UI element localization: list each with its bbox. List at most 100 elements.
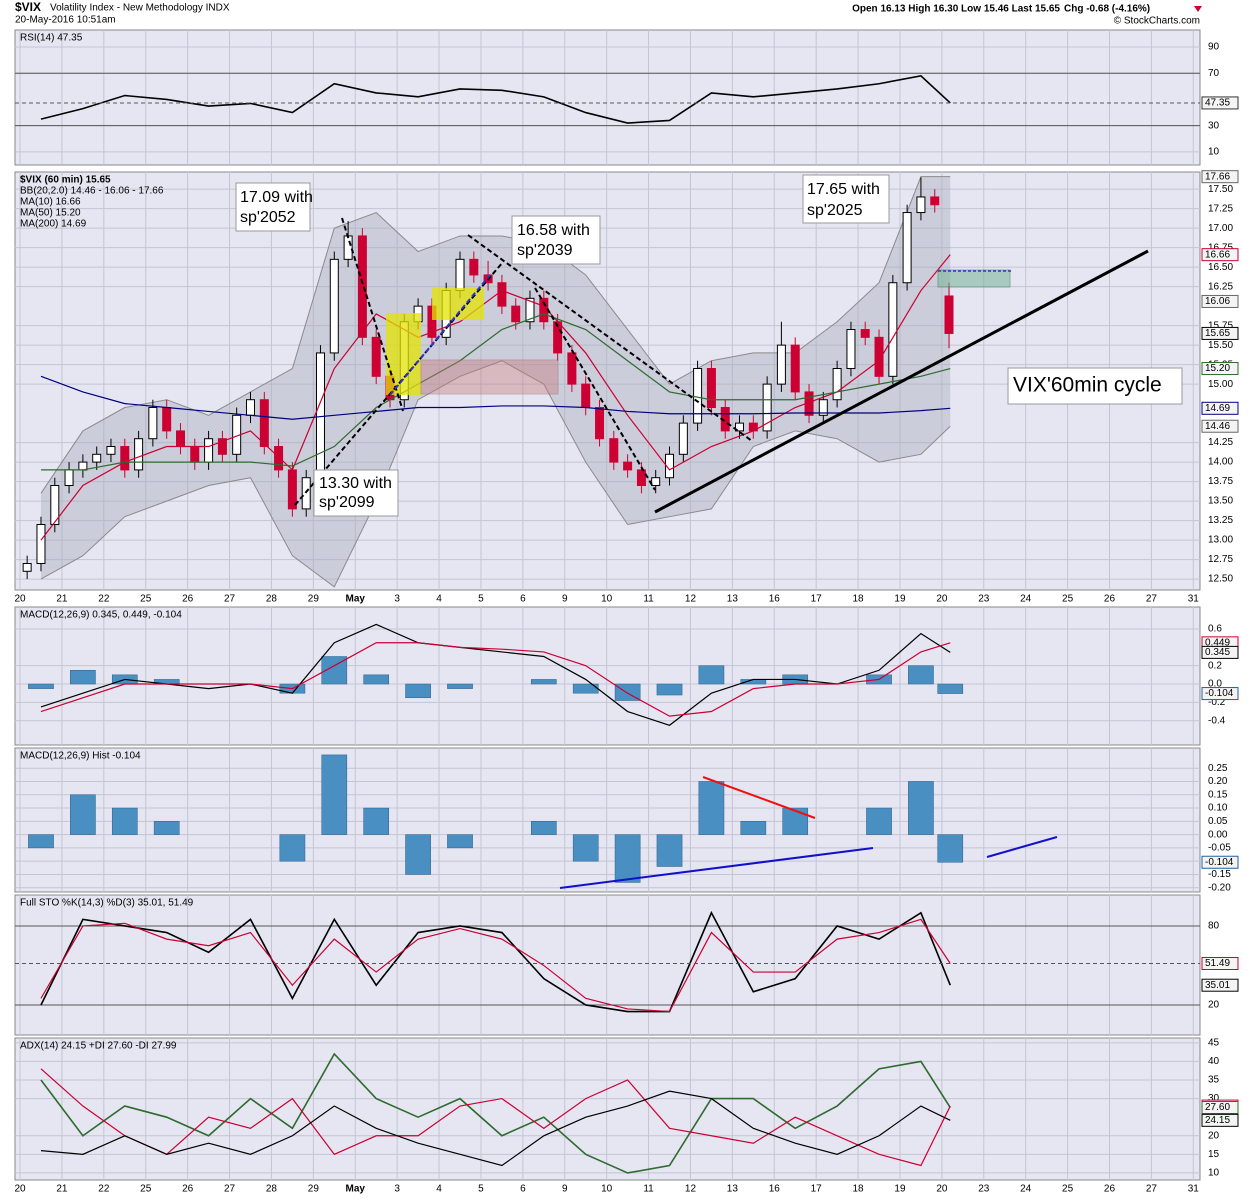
y-tick-label: 0.25 <box>1208 763 1228 774</box>
trend-line <box>654 249 1149 514</box>
histogram-bar <box>28 834 54 849</box>
y-tick-label: 16.50 <box>1208 262 1233 273</box>
value-tag-label: 17.66 <box>1205 171 1230 182</box>
trend-line <box>702 776 816 819</box>
y-tick-label: 14.25 <box>1208 437 1233 448</box>
x-tick-label: 16 <box>769 594 781 605</box>
value-tag-label: 27.60 <box>1205 1102 1230 1113</box>
x-tick-label: 4 <box>436 594 442 605</box>
candle-body <box>832 368 842 401</box>
histogram-bar <box>363 674 390 685</box>
annotation: 13.30 with <box>319 475 392 492</box>
candle-body <box>860 329 870 338</box>
x-tick-label: 19 <box>894 594 906 605</box>
x-tick-label: 10 <box>601 594 613 605</box>
x-tick-label: 11 <box>643 594 654 605</box>
histogram-bar <box>572 834 599 862</box>
y-tick-label: 80 <box>1208 921 1220 932</box>
x-tick-label: 16 <box>769 1184 781 1195</box>
y-tick-label: 40 <box>1208 1056 1220 1067</box>
value-tag <box>1201 1113 1239 1127</box>
panel-title: MACD(12,26,9) 0.345, 0.449, -0.104 <box>20 610 182 621</box>
y-tick-label: 0.15 <box>1208 789 1228 800</box>
value-tag-label: 24.15 <box>1205 1115 1230 1126</box>
histogram-bar <box>279 834 306 862</box>
annotation-box <box>511 215 601 265</box>
x-tick-label: 5 <box>478 594 484 605</box>
histogram-bar <box>447 834 473 849</box>
y-tick-label: 0.6 <box>1208 624 1222 635</box>
value-tag-label: 51.49 <box>1205 958 1230 969</box>
value-tag <box>1201 687 1239 701</box>
x-tick-label: 5 <box>478 1184 484 1195</box>
x-tick-label: 25 <box>140 1184 152 1195</box>
candle-body <box>204 438 214 463</box>
y-tick-label: 10 <box>1208 147 1220 158</box>
value-tag <box>1201 401 1239 415</box>
value-tag-label: 0.449 <box>1205 637 1230 648</box>
x-tick-label: 4 <box>436 1184 442 1195</box>
x-tick-label: 17 <box>811 1184 823 1195</box>
y-tick-label: 13.00 <box>1208 535 1233 546</box>
x-tick-label: 20 <box>14 594 26 605</box>
histogram-bar <box>572 683 599 694</box>
candle-body <box>623 461 633 471</box>
annotation: 17.09 with <box>240 189 313 206</box>
candle-body <box>581 383 591 409</box>
candle-body <box>371 336 381 377</box>
candle-body <box>902 212 912 284</box>
x-tick-label: 25 <box>1062 594 1074 605</box>
x-tick-label: 27 <box>1146 1184 1158 1195</box>
highlight-box <box>386 313 421 395</box>
x-tick-label: 12 <box>685 594 697 605</box>
candle-body <box>427 305 437 338</box>
dashed-line <box>534 287 656 491</box>
series-line <box>40 375 951 420</box>
y-tick-label: 45 <box>1208 1037 1220 1048</box>
x-tick-label: 26 <box>182 1184 194 1195</box>
value-tag <box>1201 1101 1239 1115</box>
y-tick-label: 15.50 <box>1208 340 1233 351</box>
legend-entry: MA(50) 15.20 <box>20 208 81 219</box>
dashed-line <box>467 234 753 442</box>
x-tick-label: 27 <box>224 594 236 605</box>
histogram-bar <box>866 807 892 835</box>
value-tag <box>1201 645 1239 659</box>
trend-line <box>559 847 874 889</box>
x-tick-label: May <box>346 1184 366 1195</box>
y-tick-label: -0.15 <box>1208 869 1231 880</box>
copyright: © StockCharts.com <box>1114 16 1200 27</box>
annotation: sp'2099 <box>319 494 375 511</box>
x-tick-label: 22 <box>98 594 110 605</box>
annotation: sp'2052 <box>240 209 296 226</box>
x-tick-label: 31 <box>1188 1184 1200 1195</box>
x-tick-label: 24 <box>1020 1184 1032 1195</box>
value-tag <box>1201 294 1239 308</box>
candle-body <box>665 453 675 479</box>
candle-body <box>455 258 465 292</box>
candle-body <box>148 407 158 440</box>
candle-body <box>36 523 46 564</box>
histogram-bar <box>28 683 54 689</box>
series-line <box>40 642 951 717</box>
histogram-bar <box>111 807 138 835</box>
candle-body <box>469 258 479 276</box>
y-tick-label: 15 <box>1208 1149 1220 1160</box>
symbol: $VIX <box>15 0 41 14</box>
annotation-box <box>1007 367 1183 405</box>
candle-body <box>343 235 353 260</box>
x-tick-label: 20 <box>14 1184 26 1195</box>
panel-background <box>14 894 1201 1036</box>
y-tick-label: 0.10 <box>1208 803 1228 814</box>
y-tick-label: 20 <box>1208 1130 1220 1141</box>
value-tag <box>1201 956 1239 970</box>
x-tick-label: 6 <box>520 1184 526 1195</box>
candle-body <box>357 235 367 338</box>
x-tick-label: 6 <box>520 594 526 605</box>
x-tick-label: 13 <box>727 1184 739 1195</box>
x-tick-label: 28 <box>266 1184 278 1195</box>
histogram-bar <box>908 665 934 685</box>
panel-title: Full STO %K(14,3) %D(3) 35.01, 51.49 <box>20 898 194 909</box>
histogram-bar <box>153 821 180 835</box>
legend-entry: MA(10) 16.66 <box>20 197 81 208</box>
